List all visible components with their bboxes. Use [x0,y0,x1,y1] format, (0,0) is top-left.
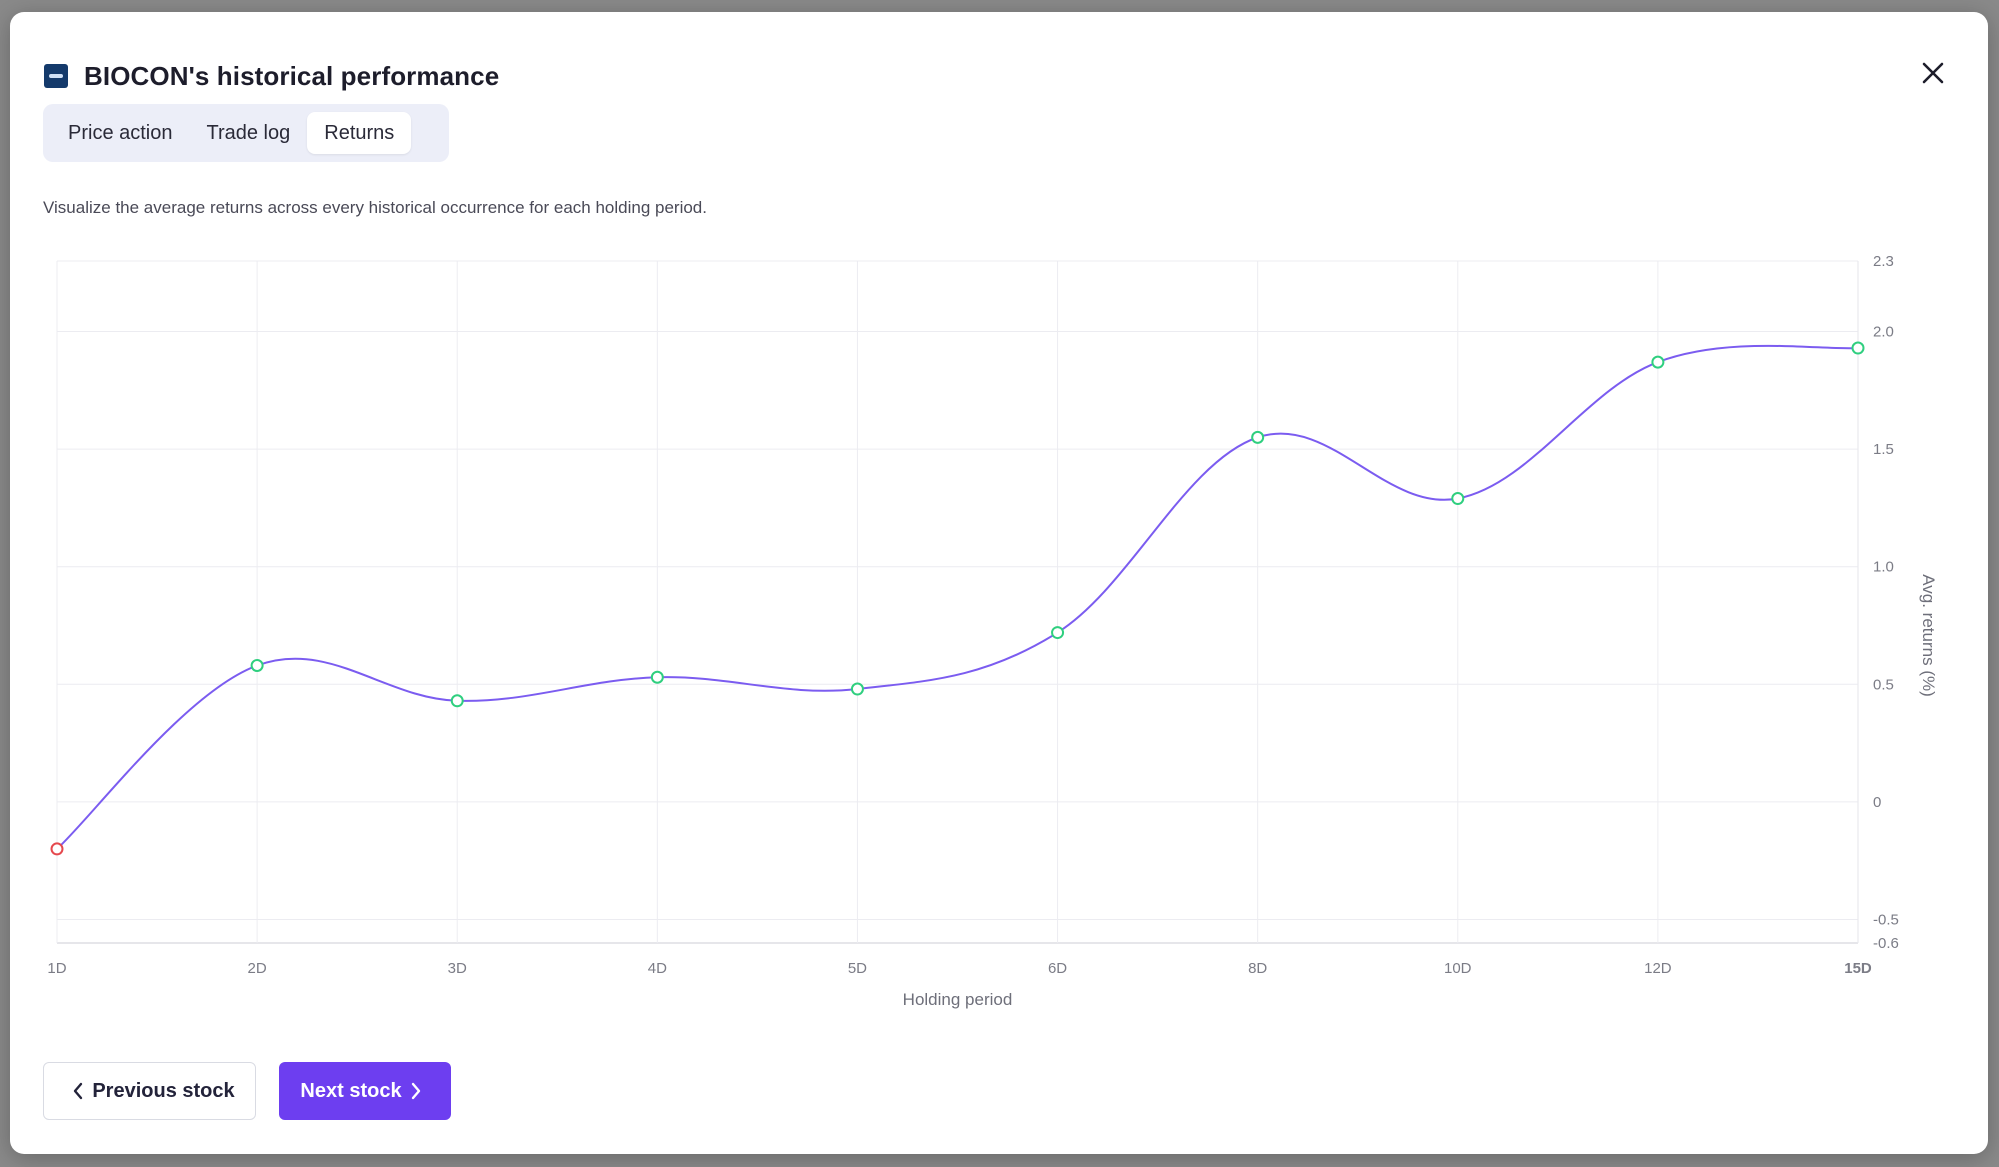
close-icon[interactable] [1916,56,1950,90]
modal-footer: Previous stock Next stock [43,1062,451,1120]
next-stock-button[interactable]: Next stock [279,1062,451,1120]
data-point-marker[interactable] [850,682,864,696]
x-tick-label: 6D [1048,960,1067,977]
x-tick-label: 2D [248,960,267,977]
x-tick-label: 3D [448,960,467,977]
x-tick-label: 5D [848,960,867,977]
x-tick-label: 4D [648,960,667,977]
x-axis-title: Holding period [903,990,1013,1009]
x-tick-label: 1D [47,960,66,977]
y-tick-label: -0.6 [1873,935,1899,952]
data-point-marker[interactable] [1651,355,1665,369]
data-point-marker[interactable] [650,670,664,684]
returns-chart: -0.6-0.500.51.01.52.02.3 1D 2D 3D 4D 5D 6D 8D 1… [47,253,1938,1009]
returns-series-points [50,341,1865,856]
data-point-marker[interactable] [250,658,264,672]
tab-price-action[interactable]: Price action [68,121,173,144]
modal-header: BIOCON's historical performance [44,48,499,104]
returns-series-line [56,344,1859,850]
data-point-marker[interactable] [1051,626,1065,640]
tab-trade-log[interactable]: Trade log [206,121,291,144]
x-tick-label: 10D [1444,960,1472,977]
y-tick-label: 2.3 [1873,253,1894,270]
tab-returns[interactable]: Returns [307,112,412,154]
y-axis-ticks: -0.6 -0.5 0 0.5 1.0 1.5 2.0 2.3 [1873,253,1899,952]
y-tick-label: 0.5 [1873,676,1894,693]
y-tick-label: -0.5 [1873,911,1899,928]
y-axis-title: Avg. returns (%) [1919,574,1938,697]
x-tick-label: 12D [1644,960,1672,977]
y-tick-label: 1.5 [1873,441,1894,458]
chart-description: Visualize the average returns across eve… [43,198,707,217]
data-point-marker[interactable] [1251,430,1265,444]
historical-performance-modal: BIOCON's historical performance Price ac… [10,12,1988,1154]
data-point-marker[interactable] [50,842,64,856]
data-point-marker[interactable] [450,694,464,708]
y-tick-label: 2.0 [1873,324,1894,341]
x-axis-ticks: 1D 2D 3D 4D 5D 6D 8D 10D 12D 15D [47,960,1872,977]
chevron-right-icon [411,1082,420,1100]
y-tick-label: 0 [1873,794,1881,811]
view-tabs: Price action Trade log Returns [43,104,449,162]
modal-title: BIOCON's historical performance [84,60,500,91]
data-point-marker[interactable] [1451,492,1465,506]
next-stock-label: Next stock [300,1079,402,1102]
chevron-left-icon [74,1082,83,1100]
previous-stock-label: Previous stock [92,1079,235,1102]
data-point-marker[interactable] [1851,341,1865,355]
previous-stock-button[interactable]: Previous stock [43,1062,256,1120]
stock-logo-icon [44,64,68,88]
y-tick-label: 1.0 [1873,559,1894,576]
x-tick-label: 15D [1844,960,1872,977]
x-tick-label: 8D [1248,960,1267,977]
chart-grid [56,260,1859,944]
